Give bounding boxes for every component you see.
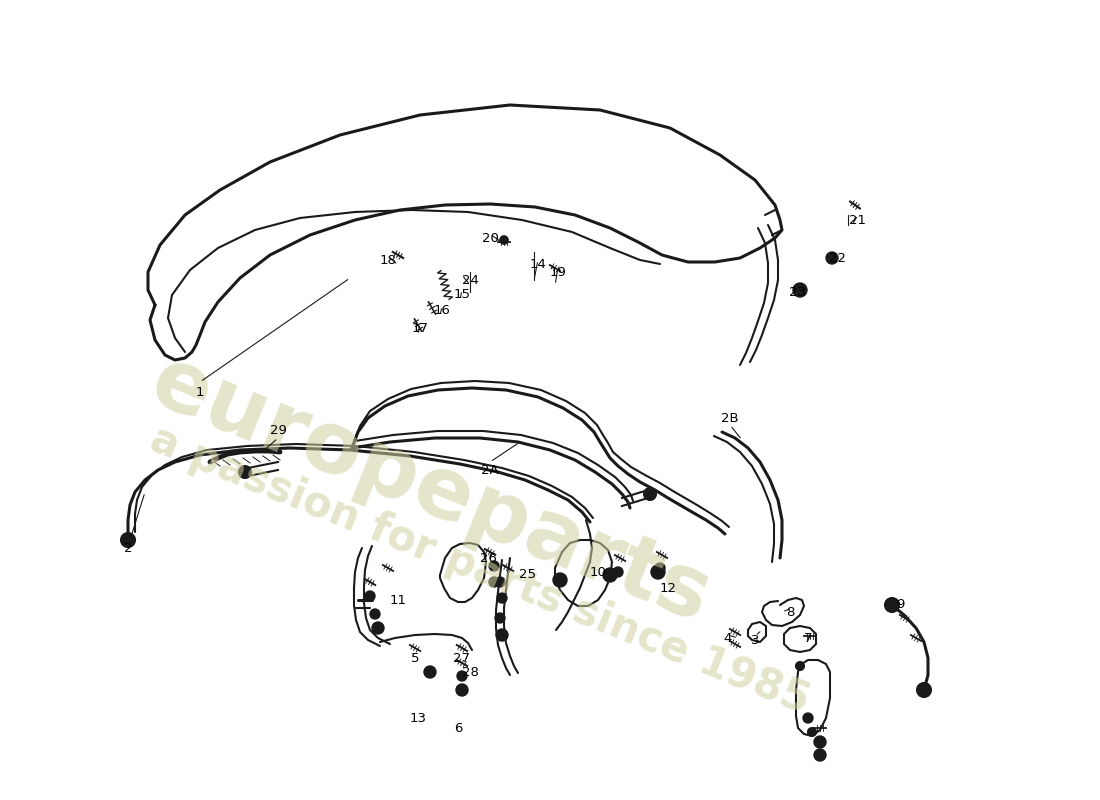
Text: 20: 20 bbox=[482, 231, 498, 245]
Circle shape bbox=[826, 252, 838, 264]
Text: 12: 12 bbox=[660, 582, 676, 594]
Circle shape bbox=[613, 567, 623, 577]
Circle shape bbox=[370, 609, 379, 619]
Text: 17: 17 bbox=[411, 322, 429, 334]
Circle shape bbox=[917, 683, 931, 697]
Circle shape bbox=[886, 598, 899, 612]
Circle shape bbox=[492, 563, 496, 569]
Text: 22: 22 bbox=[829, 251, 847, 265]
Circle shape bbox=[654, 563, 666, 573]
Circle shape bbox=[367, 594, 373, 598]
Circle shape bbox=[616, 570, 620, 574]
Polygon shape bbox=[784, 626, 816, 652]
Circle shape bbox=[497, 615, 503, 621]
Text: europeparts: europeparts bbox=[138, 340, 722, 640]
Text: 18: 18 bbox=[379, 254, 396, 266]
Circle shape bbox=[424, 666, 436, 678]
Text: 5: 5 bbox=[410, 651, 419, 665]
Circle shape bbox=[817, 739, 823, 745]
Circle shape bbox=[375, 625, 381, 631]
Circle shape bbox=[500, 236, 508, 244]
Circle shape bbox=[796, 286, 803, 294]
Text: 2: 2 bbox=[123, 542, 132, 554]
Polygon shape bbox=[748, 622, 766, 642]
Circle shape bbox=[495, 613, 505, 623]
Polygon shape bbox=[440, 543, 486, 602]
Circle shape bbox=[805, 715, 811, 721]
Polygon shape bbox=[148, 105, 782, 360]
Circle shape bbox=[644, 488, 656, 500]
Text: 15: 15 bbox=[453, 289, 471, 302]
Circle shape bbox=[427, 669, 433, 675]
Circle shape bbox=[460, 674, 464, 678]
Text: 7: 7 bbox=[804, 631, 812, 645]
Circle shape bbox=[817, 752, 823, 758]
Text: 23: 23 bbox=[790, 286, 806, 298]
Text: 26: 26 bbox=[480, 551, 496, 565]
Circle shape bbox=[490, 561, 499, 571]
Circle shape bbox=[456, 684, 468, 696]
Circle shape bbox=[459, 687, 465, 693]
Text: 24: 24 bbox=[462, 274, 478, 286]
Polygon shape bbox=[796, 660, 830, 736]
Circle shape bbox=[497, 579, 503, 585]
Circle shape bbox=[658, 566, 662, 570]
Circle shape bbox=[606, 571, 614, 578]
Text: 16: 16 bbox=[433, 303, 450, 317]
Circle shape bbox=[808, 728, 816, 736]
Circle shape bbox=[654, 569, 661, 575]
Circle shape bbox=[651, 565, 666, 579]
Text: 2B: 2B bbox=[722, 411, 739, 425]
Circle shape bbox=[373, 611, 377, 617]
Polygon shape bbox=[556, 540, 612, 606]
Text: 6: 6 bbox=[454, 722, 462, 734]
Circle shape bbox=[803, 713, 813, 723]
Text: 2A: 2A bbox=[481, 463, 498, 477]
Text: 8: 8 bbox=[785, 606, 794, 618]
Circle shape bbox=[372, 622, 384, 634]
Text: 11: 11 bbox=[389, 594, 407, 606]
Circle shape bbox=[796, 662, 804, 670]
Circle shape bbox=[495, 577, 505, 587]
Text: 13: 13 bbox=[409, 711, 427, 725]
Text: 28: 28 bbox=[462, 666, 478, 678]
Text: 9: 9 bbox=[895, 598, 904, 611]
Circle shape bbox=[814, 736, 826, 748]
Circle shape bbox=[499, 632, 505, 638]
Text: 29: 29 bbox=[270, 423, 286, 437]
Circle shape bbox=[814, 749, 826, 761]
Circle shape bbox=[497, 593, 507, 603]
Circle shape bbox=[239, 466, 251, 478]
Circle shape bbox=[121, 533, 135, 547]
Text: 3: 3 bbox=[750, 634, 759, 646]
Circle shape bbox=[496, 629, 508, 641]
Circle shape bbox=[557, 577, 563, 583]
Circle shape bbox=[499, 595, 505, 601]
Text: 4: 4 bbox=[724, 631, 733, 645]
Text: 27: 27 bbox=[453, 651, 471, 665]
Circle shape bbox=[456, 671, 468, 681]
Text: 1: 1 bbox=[196, 386, 205, 398]
Circle shape bbox=[829, 255, 835, 261]
Text: 14: 14 bbox=[529, 258, 547, 271]
Circle shape bbox=[553, 573, 566, 587]
Circle shape bbox=[492, 579, 496, 585]
Text: 21: 21 bbox=[849, 214, 867, 226]
Text: 25: 25 bbox=[519, 569, 537, 582]
Circle shape bbox=[793, 283, 807, 297]
Text: 19: 19 bbox=[550, 266, 566, 278]
Text: 10: 10 bbox=[590, 566, 606, 578]
Text: a passion for parts since 1985: a passion for parts since 1985 bbox=[144, 418, 816, 722]
Circle shape bbox=[365, 591, 375, 601]
Circle shape bbox=[490, 577, 499, 587]
Circle shape bbox=[603, 568, 617, 582]
